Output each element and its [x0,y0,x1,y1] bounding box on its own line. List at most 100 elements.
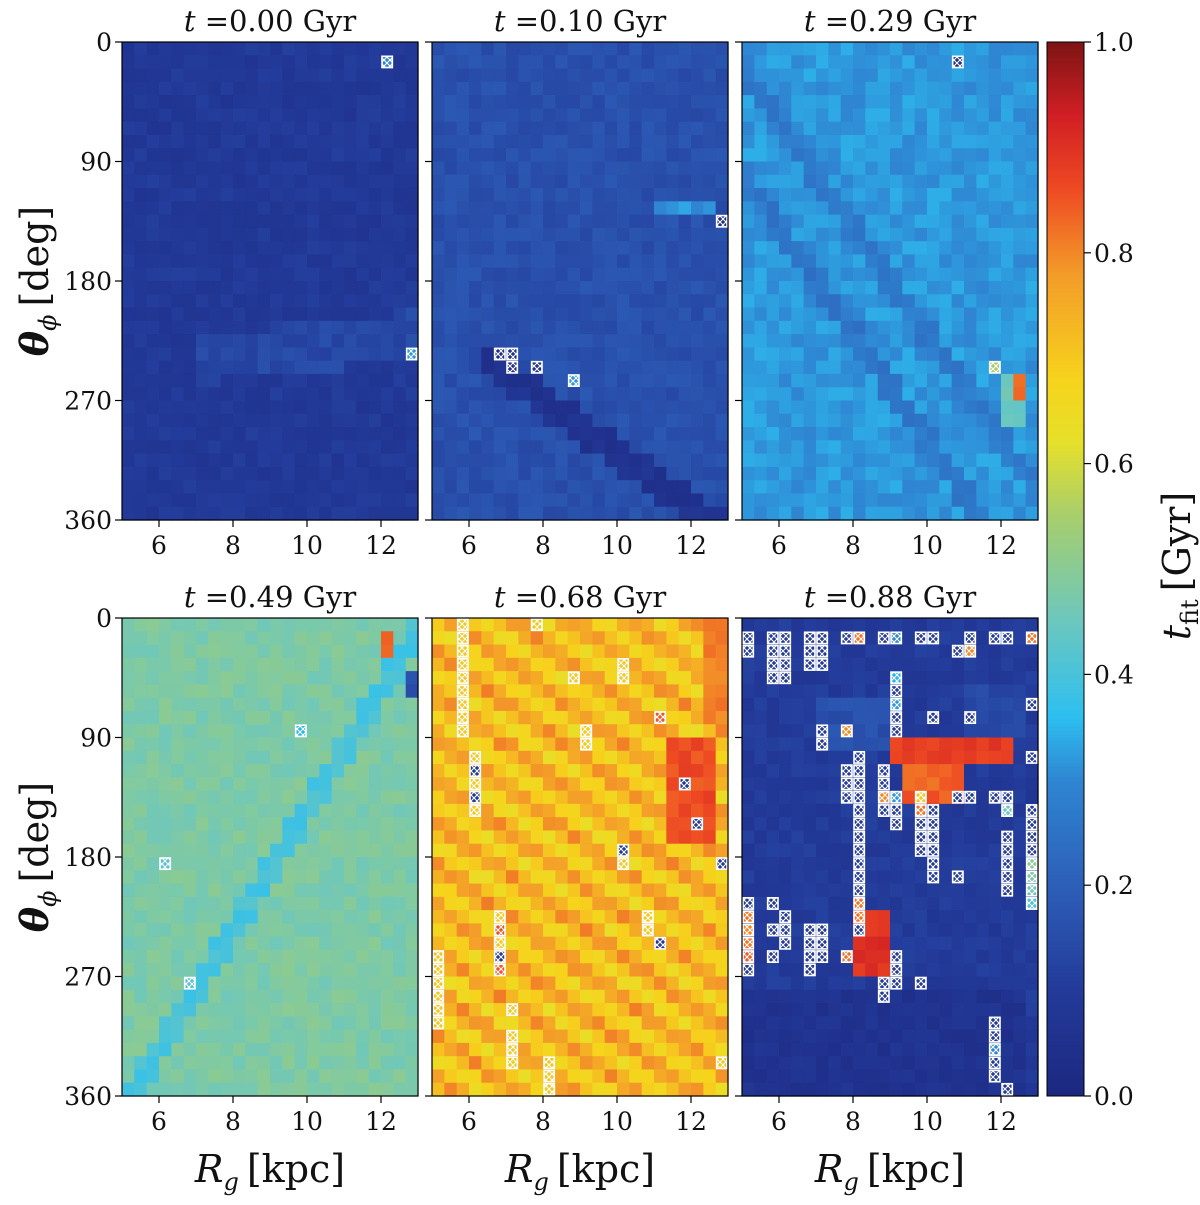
heatmap-cell [381,923,394,938]
heatmap-cell [988,267,1002,282]
heatmap-cell [666,843,680,858]
heatmap-cell [666,724,680,739]
heatmap-cell [567,174,581,189]
heatmap-cell [122,657,135,672]
heatmap-cell [159,657,172,672]
heatmap-cell [344,174,357,189]
heatmap-cell [220,68,234,83]
heatmap-cell [245,830,259,845]
heatmap-cell [853,400,866,415]
heatmap-cell [319,1003,333,1017]
heatmap-cell [567,923,581,938]
heatmap-cell [617,883,630,898]
heatmap-cell [405,201,419,216]
heatmap-cell [641,188,655,202]
heatmap-cell [344,750,357,765]
heatmap-cell [530,334,544,348]
heatmap-cell [766,764,780,778]
heatmap-cell [183,453,197,468]
heatmap-cell [678,618,692,632]
heatmap-cell [344,81,357,96]
heatmap-cell [754,241,768,256]
heatmap-cell [530,777,544,792]
heatmap-cell [654,631,667,646]
heatmap-cell [654,976,667,991]
heatmap-cell [1001,750,1014,765]
panel-title: t =0.10 Gyr [494,4,667,38]
heatmap-cell [641,896,655,911]
heatmap-cell [183,1029,197,1044]
heatmap-cell [617,68,630,83]
heatmap-cell [220,631,234,646]
heatmap-cell [641,320,655,335]
heatmap-cell [444,81,458,96]
heatmap-cell [580,400,593,415]
heatmap-cell [604,803,618,818]
heatmap-cell [432,466,445,481]
heatmap-cells [742,618,1039,1097]
heatmap-cell [456,1016,470,1031]
heatmap-cell [555,68,569,83]
heatmap-cell [853,466,866,481]
heatmap-cell [294,631,308,646]
heatmap-cell [629,480,643,495]
heatmap-cell [1001,387,1014,402]
heatmap-cell [134,121,148,136]
heatmap-cell [754,440,768,455]
heatmap-cell [555,493,569,508]
heatmap-cell [196,506,209,521]
heatmap-cell [368,1003,382,1017]
flagged-cell [654,711,667,725]
heatmap-cell [530,896,544,911]
heatmap-cell [828,267,842,282]
heatmap-cell [171,644,185,659]
heatmap-cell [319,963,333,978]
heatmap-cell [828,81,842,96]
heatmap-cell [890,121,903,136]
heatmap-cell [208,68,222,83]
heatmap-cell [543,281,556,295]
heatmap-cell [865,307,879,322]
heatmap-cell [902,334,916,348]
heatmap-cell [319,440,333,455]
heatmap-cell [493,976,507,991]
y-tick-label: 0 [96,604,112,633]
heatmap-cell [779,254,792,269]
heatmap-cell [196,493,209,508]
heatmap-cell [1025,347,1039,362]
heatmap-cell [617,803,630,818]
heatmap-cell [469,413,482,428]
heatmap-cell [220,963,234,978]
heatmap-cell [1001,373,1014,388]
heatmap-cell [257,764,271,778]
heatmap-cell [604,480,618,495]
heatmap-cell [580,790,593,805]
heatmap-cell [803,201,817,216]
heatmap-cell [146,1016,160,1031]
heatmap-cell [245,506,259,521]
flagged-cell [506,1003,519,1017]
heatmap-cell [1013,55,1027,70]
heatmap-cell [456,480,470,495]
heatmap-cell [270,803,283,818]
heatmap-cell [122,857,135,871]
heatmap-cell [530,976,544,991]
heatmap-cell [816,188,829,202]
heatmap-cell [356,201,370,216]
heatmap-cell [220,214,234,229]
heatmap-cell [592,724,606,739]
heatmap-cell [592,188,606,202]
heatmap-cell [122,108,135,123]
heatmap-cell [865,480,879,495]
heatmap-cell [282,684,296,699]
heatmap-cell [678,1042,692,1057]
heatmap-cell [183,42,197,56]
heatmap-cell [715,506,729,521]
heatmap-cell [703,737,717,752]
heatmap-cell [196,68,209,83]
heatmap-cell [555,427,569,441]
heatmap-cell [592,671,606,685]
heatmap-cell [518,42,532,56]
heatmap-cell [432,910,445,924]
heatmap-cell [245,803,259,818]
